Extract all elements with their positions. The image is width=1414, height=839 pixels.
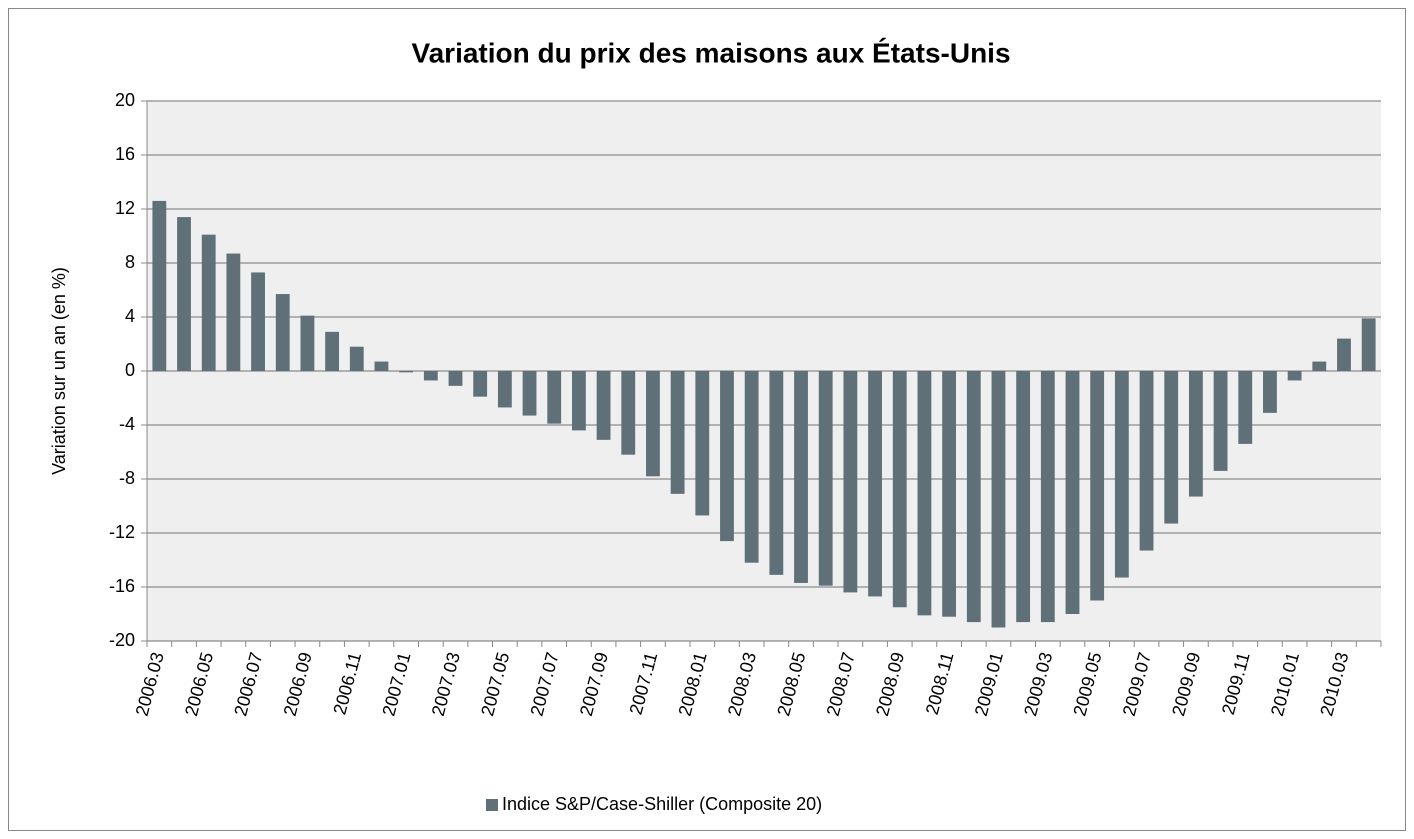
bar (794, 371, 808, 583)
bar (1361, 318, 1376, 371)
bar (1040, 371, 1055, 623)
bar (1139, 371, 1154, 551)
bar (201, 234, 216, 371)
bar (423, 371, 438, 381)
chart-title: Variation du prix des maisons aux États-… (411, 37, 1010, 68)
y-tick-label: 4 (125, 306, 135, 326)
bar (621, 371, 636, 455)
bar (497, 371, 512, 408)
y-tick-label: -16 (109, 576, 135, 596)
y-tick-label: 8 (125, 252, 135, 272)
bar (818, 371, 833, 586)
bar (695, 371, 710, 516)
bar (868, 371, 882, 597)
bar (1312, 361, 1327, 371)
legend: Indice S&P/Case-Shiller (Composite 20) (486, 794, 822, 814)
bar (300, 315, 315, 371)
y-tick-label: -4 (119, 414, 135, 434)
bar (1114, 371, 1129, 578)
bar (547, 371, 562, 424)
bar (1213, 371, 1228, 471)
y-tick-label: -20 (109, 630, 135, 650)
bar (571, 371, 586, 431)
y-tick-label: 20 (115, 90, 135, 110)
bar (448, 371, 463, 386)
y-tick-label: 0 (125, 360, 135, 380)
y-tick-label: 12 (115, 198, 135, 218)
bar (1337, 338, 1351, 371)
bar (892, 371, 907, 608)
bar (325, 331, 340, 371)
bar (522, 371, 537, 416)
bar (349, 346, 364, 371)
bar (1188, 371, 1203, 497)
y-axis-label: Variation sur un an (en %) (49, 267, 69, 475)
bar (646, 371, 660, 477)
bar (1016, 371, 1031, 623)
legend-label: Indice S&P/Case-Shiller (Composite 20) (502, 794, 822, 814)
legend-swatch (486, 799, 498, 811)
bar (596, 371, 611, 440)
bar (720, 371, 734, 542)
bar (769, 371, 784, 575)
bar (473, 371, 488, 397)
y-tick-label: -12 (109, 522, 135, 542)
bar (251, 272, 265, 371)
bar (670, 371, 685, 494)
bar (1090, 371, 1105, 601)
bar (275, 294, 290, 371)
bar (942, 371, 957, 617)
bar (226, 253, 241, 371)
y-tick-label: -8 (119, 468, 135, 488)
y-tick-label: 16 (115, 144, 135, 164)
bar (152, 200, 167, 371)
bar (374, 361, 389, 371)
bar (966, 371, 981, 623)
bar (917, 371, 932, 616)
bar (1164, 371, 1179, 524)
bar (1263, 371, 1277, 413)
bar (991, 371, 1006, 628)
bar (1065, 371, 1080, 614)
bar (399, 371, 414, 373)
bars (152, 200, 1376, 628)
bar (843, 371, 858, 593)
bar (1238, 371, 1253, 444)
bar (1287, 371, 1302, 381)
bar (744, 371, 759, 563)
bar (177, 217, 191, 371)
